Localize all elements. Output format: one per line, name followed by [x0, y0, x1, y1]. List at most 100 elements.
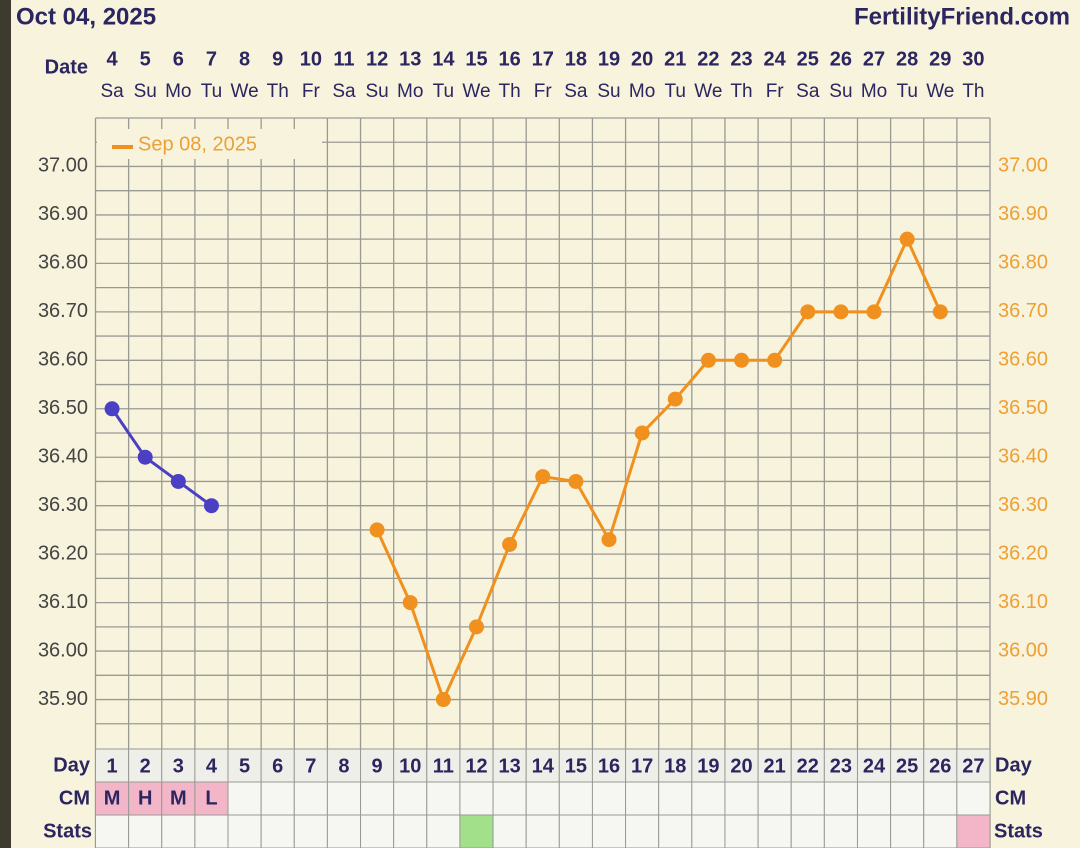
day-number: 27 [962, 755, 984, 777]
cm-cell [293, 781, 328, 816]
y-tick-label: 35.90 [38, 688, 88, 710]
x-tick-label: 29 [929, 48, 951, 70]
data-point [800, 304, 816, 320]
data-point [833, 304, 849, 320]
x-tick-label: 19 [598, 48, 620, 70]
y2-tick-label: 36.50 [998, 397, 1048, 419]
stats-cell [426, 814, 461, 848]
x-tick-label: 7 [206, 48, 217, 70]
cm-cell [558, 781, 593, 816]
stats-cell [95, 814, 130, 848]
weekday-label: Su [365, 81, 388, 102]
stats-label: Stats [43, 820, 92, 842]
weekday-label: Su [134, 81, 157, 102]
stats-cell [227, 814, 262, 848]
cm-cell [426, 781, 461, 816]
data-point [601, 532, 617, 548]
data-point [667, 391, 683, 407]
y2-tick-label: 36.70 [998, 300, 1048, 322]
weekday-label: Tu [201, 81, 222, 102]
weekday-label: We [926, 81, 954, 102]
y-tick-label: 36.90 [38, 203, 88, 225]
x-tick-label: 21 [664, 48, 686, 70]
day-number: 26 [929, 755, 951, 777]
data-point [700, 352, 716, 368]
x-tick-label: 15 [465, 48, 487, 70]
data-point [932, 304, 948, 320]
cm-cell [492, 781, 527, 816]
day-number: 1 [107, 755, 118, 777]
data-point [568, 473, 584, 489]
data-point [137, 449, 153, 465]
x-tick-label: 30 [962, 48, 984, 70]
y-tick-label: 36.40 [38, 446, 88, 468]
x-tick-label: 12 [366, 48, 388, 70]
day-number: 4 [206, 755, 218, 777]
stats-cell [591, 814, 627, 848]
cm-cell [360, 781, 395, 816]
stats-cell [360, 814, 395, 848]
stats-cell [459, 814, 494, 848]
cm-cell [823, 781, 858, 816]
stats-cell [625, 814, 660, 848]
day-cell [625, 748, 660, 783]
data-point [435, 692, 451, 708]
y-tick-label: 36.10 [38, 591, 88, 613]
data-point [170, 473, 186, 489]
cm-cell [790, 781, 825, 816]
weekday-label: Fr [534, 81, 553, 102]
y-tick-label: 36.50 [38, 397, 88, 419]
y-tick-label: 36.60 [38, 349, 88, 371]
stats-cell [790, 814, 825, 848]
day-number: 22 [797, 755, 819, 777]
x-tick-label: 22 [697, 48, 719, 70]
day-number: 10 [399, 755, 421, 777]
weekday-label: Th [730, 81, 752, 102]
day-label-right: Day [995, 754, 1033, 776]
day-number: 15 [565, 755, 587, 777]
cm-cell [260, 781, 295, 816]
day-number: 21 [764, 755, 786, 777]
day-cell [161, 748, 196, 783]
cm-cell [956, 781, 991, 816]
y2-tick-label: 36.00 [998, 639, 1048, 661]
day-cell [856, 748, 892, 783]
day-number: 20 [730, 755, 752, 777]
weekday-label: Mo [165, 81, 191, 102]
legend-label: Sep 08, 2025 [138, 133, 257, 155]
y-tick-label: 36.70 [38, 300, 88, 322]
brand: FertilityFriend.com [854, 3, 1070, 30]
cm-value: L [205, 787, 217, 809]
x-tick-label: 23 [730, 48, 752, 70]
weekday-label: Sa [796, 81, 820, 102]
x-tick-label: 17 [532, 48, 554, 70]
cm-cell [658, 781, 693, 816]
x-tick-label: 13 [399, 48, 421, 70]
x-tick-label: 8 [239, 48, 250, 70]
cm-cell [724, 781, 759, 816]
y2-tick-label: 36.20 [998, 542, 1048, 564]
stats-cell [525, 814, 560, 848]
x-tick-label: 14 [432, 48, 455, 70]
y2-tick-label: 36.40 [998, 446, 1048, 468]
cm-cell [757, 781, 792, 816]
day-number: 19 [697, 755, 719, 777]
weekday-label: Mo [861, 81, 887, 102]
y-tick-label: 37.00 [38, 155, 88, 177]
y-tick-label: 36.80 [38, 252, 88, 274]
cm-cell [194, 781, 229, 816]
x-tick-label: 20 [631, 48, 653, 70]
x-tick-label: 18 [565, 48, 587, 70]
stats-label-right: Stats [994, 820, 1043, 842]
data-point [104, 401, 120, 417]
day-number: 3 [173, 755, 184, 777]
cm-cell [95, 781, 130, 816]
cm-value: H [138, 787, 152, 809]
y-tick-label: 36.20 [38, 542, 88, 564]
stats-cell [890, 814, 925, 848]
y2-tick-label: 37.00 [998, 155, 1048, 177]
day-number: 24 [863, 755, 886, 777]
y2-tick-label: 36.60 [998, 349, 1048, 371]
